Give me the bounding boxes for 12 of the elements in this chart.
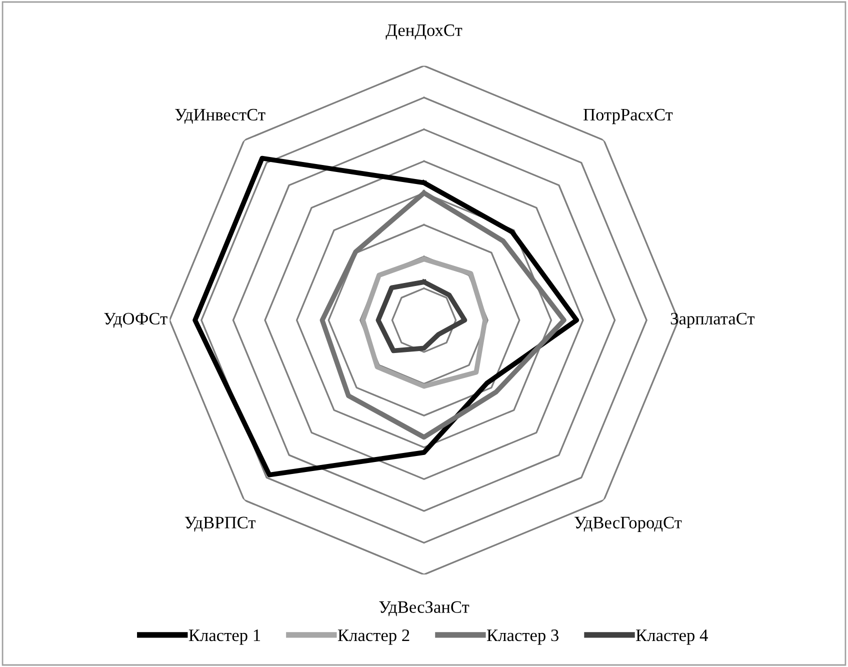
spoke-label: УдВесЗанСт [379, 601, 470, 616]
spoke-label: УдВесГородСт [574, 516, 682, 532]
spoke-label: ЗарплатаСт [670, 312, 755, 328]
spoke-label: УдИнвестСт [175, 108, 266, 124]
spoke-label: УдОФСт [104, 312, 168, 328]
spoke-label: УдВРПСт [184, 516, 256, 532]
spoke-label: ПотрРасхСт [583, 108, 673, 124]
spoke-label: ДенДохСт [386, 24, 462, 40]
legend-label: Кластер 4 [636, 630, 708, 645]
legend-label: Кластер 3 [487, 630, 558, 645]
legend-label: Кластер 1 [188, 630, 260, 645]
legend-label: Кластер 2 [338, 630, 410, 645]
